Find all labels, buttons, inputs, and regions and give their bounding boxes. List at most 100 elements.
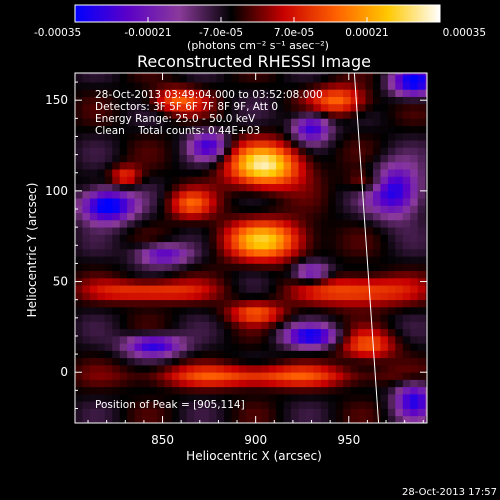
heatmap-cell <box>261 96 270 105</box>
heatmap-cell <box>149 147 158 155</box>
heatmap-cell <box>201 292 210 301</box>
heatmap-cell <box>134 176 143 185</box>
heatmap-cell <box>298 408 307 417</box>
heatmap-cell <box>365 219 374 228</box>
heatmap-cell <box>320 190 329 199</box>
heatmap-cell <box>201 212 210 221</box>
heatmap-cell <box>395 379 404 388</box>
heatmap-cell <box>305 183 314 192</box>
heatmap-cell <box>179 176 188 185</box>
heatmap-cell <box>305 335 314 344</box>
heatmap-cell <box>395 299 404 308</box>
heatmap-cell <box>201 386 210 395</box>
heatmap-cell <box>134 73 143 76</box>
heatmap-cell <box>209 256 217 264</box>
heatmap-cell <box>149 73 158 76</box>
heatmap-cell <box>261 314 270 322</box>
heatmap-cell <box>238 147 247 155</box>
heatmap-cell <box>156 285 165 293</box>
heatmap-cell <box>320 350 329 359</box>
heatmap-cell <box>425 372 427 380</box>
heatmap-cell <box>201 132 210 141</box>
heatmap-cell <box>387 285 396 293</box>
heatmap-cell <box>171 335 180 344</box>
heatmap-cell <box>104 357 113 366</box>
heatmap-cell <box>238 314 247 322</box>
heatmap-cell <box>97 227 106 235</box>
heatmap-cell <box>268 292 277 301</box>
heatmap-cell <box>387 299 396 308</box>
heatmap-cell <box>402 393 411 402</box>
heatmap-cell <box>112 372 121 380</box>
heatmap-cell <box>305 364 314 373</box>
heatmap-cell <box>246 343 255 351</box>
heatmap-cell <box>194 190 203 199</box>
heatmap-cell <box>194 263 203 272</box>
heatmap-cell <box>179 357 188 366</box>
heatmap-cell <box>104 415 113 423</box>
heatmap-cell <box>358 227 366 235</box>
heatmap-cell <box>305 205 314 214</box>
heatmap-cell <box>97 357 106 366</box>
heatmap-cell <box>104 364 113 373</box>
heatmap-cell <box>119 140 128 148</box>
heatmap-cell <box>75 198 83 206</box>
heatmap-cell <box>186 118 195 126</box>
heatmap-cell <box>402 386 411 395</box>
heatmap-cell <box>179 335 188 344</box>
heatmap-cell <box>75 357 83 366</box>
heatmap-cell <box>134 154 143 163</box>
heatmap-cell <box>171 386 180 395</box>
heatmap-cell <box>149 350 158 359</box>
heatmap-cell <box>164 125 173 134</box>
heatmap-cell <box>194 248 203 257</box>
heatmap-cell <box>97 328 106 337</box>
heatmap-cell <box>328 357 337 366</box>
heatmap-cell <box>179 190 188 199</box>
heatmap-cell <box>216 74 225 83</box>
heatmap-cell <box>402 234 411 243</box>
heatmap-cell <box>365 343 374 351</box>
heatmap-cell <box>89 314 98 322</box>
heatmap-cell <box>75 82 83 90</box>
heatmap-cell <box>216 234 225 243</box>
heatmap-cell <box>112 248 121 257</box>
heatmap-cell <box>209 96 217 105</box>
heatmap-cell <box>201 140 210 148</box>
heatmap-cell <box>343 212 352 221</box>
heatmap-cell <box>320 256 329 264</box>
heatmap-cell <box>238 89 247 97</box>
heatmap-cell <box>253 111 262 119</box>
heatmap-cell <box>283 401 292 409</box>
heatmap-cell <box>417 408 426 417</box>
heatmap-cell <box>358 154 366 163</box>
heatmap-cell <box>320 219 329 228</box>
heatmap-cell <box>350 169 359 177</box>
heatmap-cell <box>410 234 419 243</box>
heatmap-cell <box>186 263 195 272</box>
heatmap-cell <box>313 314 322 322</box>
heatmap-cell <box>179 82 188 90</box>
heatmap-cell <box>425 176 427 185</box>
heatmap-cell <box>365 82 374 90</box>
heatmap-cell <box>320 401 329 409</box>
heatmap-cell <box>104 321 113 330</box>
heatmap-cell <box>223 292 232 301</box>
heatmap-cell <box>253 140 262 148</box>
heatmap-cell <box>372 161 381 170</box>
heatmap-cell <box>89 321 98 330</box>
heatmap-cell <box>119 96 128 105</box>
heatmap-cell <box>112 161 121 170</box>
heatmap-cell <box>201 82 210 90</box>
heatmap-cell <box>313 343 322 351</box>
heatmap-cell <box>387 234 396 243</box>
heatmap-cell <box>276 328 284 337</box>
heatmap-cell <box>149 154 158 163</box>
heatmap-cell <box>313 270 322 279</box>
heatmap-cell <box>238 227 247 235</box>
heatmap-cell <box>276 379 284 388</box>
heatmap-cell <box>291 386 299 395</box>
heatmap-cell <box>246 125 255 134</box>
heatmap-cell <box>276 227 284 235</box>
heatmap-cell <box>276 74 284 83</box>
